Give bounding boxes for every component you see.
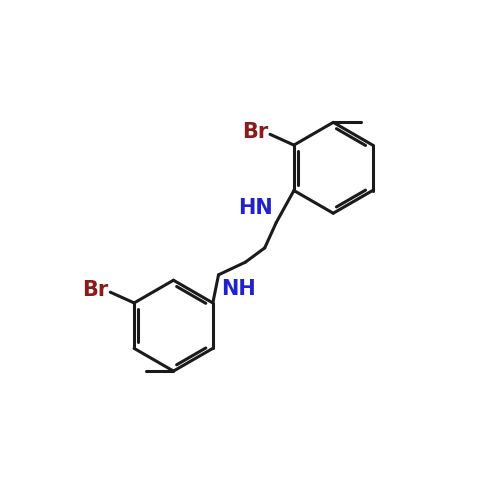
Text: NH: NH (222, 280, 256, 299)
Text: Br: Br (242, 122, 268, 142)
Text: Br: Br (82, 280, 108, 300)
Text: HN: HN (238, 198, 273, 218)
